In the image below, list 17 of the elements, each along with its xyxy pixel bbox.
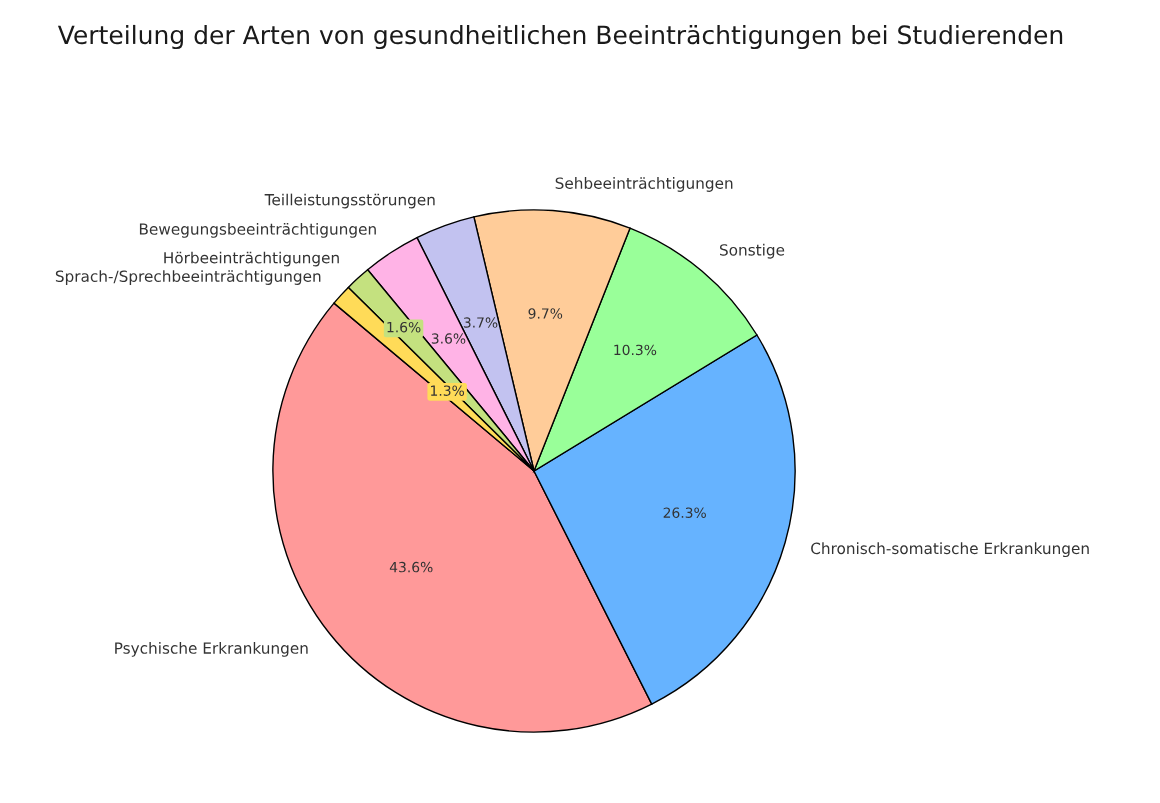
slice-label: Chronisch-somatische Erkrankungen: [811, 542, 1089, 558]
slice-label: Psychische Erkrankungen: [115, 642, 308, 657]
data-label: 1.3%: [431, 385, 465, 396]
data-label: 10.3%: [614, 344, 657, 356]
slice-label: Sehbeeinträchtigungen: [555, 177, 733, 192]
slice-label: Teilleistungsstörungen: [264, 193, 435, 209]
slice-label: Hörbeeinträchtigungen: [164, 251, 339, 267]
chart-title: Verteilung der Arten von gesundheitlichen Beeinträchtigungen bei Studierenden: [57, 24, 1063, 50]
slice-label: Bewegungsbeeinträchtigungen: [139, 222, 376, 238]
data-label: 3.6%: [431, 333, 466, 344]
slice-label: Sonstige: [719, 243, 785, 259]
data-label: 43.6%: [389, 561, 433, 573]
data-label: 1.6%: [387, 321, 421, 333]
slice-label: Sprach-/Sprechbeeinträchtigungen: [55, 270, 321, 285]
data-label: 3.7%: [463, 317, 498, 328]
data-label: 9.7%: [528, 308, 563, 319]
data-label: 26.3%: [663, 507, 706, 518]
